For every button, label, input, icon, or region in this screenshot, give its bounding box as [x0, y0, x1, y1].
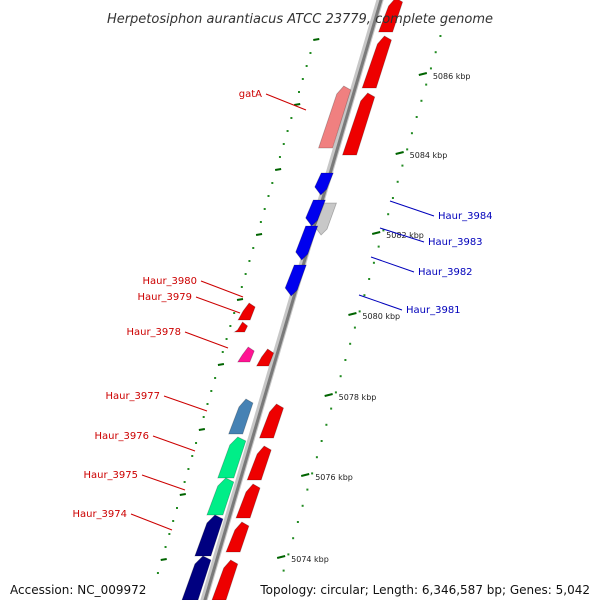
- tick-mark: [179, 493, 186, 496]
- gene-label[interactable]: Haur_3981: [406, 305, 461, 316]
- gene-arrow: [314, 172, 334, 196]
- gene-label[interactable]: gatA: [239, 89, 262, 100]
- label-leader-line: [130, 513, 173, 531]
- tick-mark: [255, 233, 263, 236]
- topology-summary-text: Topology: circular; Length: 6,346,587 bp…: [258, 583, 592, 597]
- major-tick-mark: [276, 555, 286, 559]
- gene-label[interactable]: Haur_3974: [72, 509, 127, 520]
- label-leader-line: [379, 227, 425, 243]
- tick-label: 5078 kbp: [339, 393, 377, 402]
- major-tick-mark: [348, 312, 357, 316]
- gene-arrow: [305, 199, 326, 227]
- gene-arrow: [378, 0, 404, 33]
- gene-arrow: [211, 559, 239, 600]
- gene-label[interactable]: Haur_3979: [137, 292, 192, 303]
- tick-label: 5074 kbp: [291, 555, 329, 564]
- gene-arrow: [228, 398, 254, 435]
- gene-features: [181, 0, 404, 600]
- major-tick-mark: [418, 72, 428, 76]
- label-leader-line: [358, 294, 403, 311]
- gene-arrow: [284, 264, 307, 297]
- gene-arrow: [258, 403, 284, 439]
- gene-arrow: [206, 477, 235, 516]
- gene-label[interactable]: Haur_3983: [428, 237, 483, 248]
- gene-arrow: [255, 348, 275, 367]
- tick-label: 5076 kbp: [315, 473, 353, 482]
- gene-arrow: [246, 445, 272, 481]
- gene-arrow: [235, 483, 261, 519]
- major-tick-mark: [371, 231, 381, 235]
- gene-label[interactable]: Haur_3978: [126, 327, 181, 338]
- tick-label: 5080 kbp: [362, 312, 400, 321]
- label-leader-line: [184, 331, 229, 349]
- gene-arrow: [237, 346, 255, 363]
- label-leader-line: [152, 435, 196, 452]
- tick-mark: [236, 298, 244, 301]
- tick-label: 5084 kbp: [410, 151, 448, 160]
- label-leader-line: [163, 395, 208, 412]
- gene-label[interactable]: Haur_3980: [142, 276, 197, 287]
- gene-arrow: [295, 225, 319, 261]
- gene-arrow: [181, 555, 212, 600]
- genome-backbone: [200, 0, 384, 600]
- major-tick-mark: [395, 151, 404, 155]
- label-leader-line: [370, 256, 415, 273]
- map-title: Herpetosiphon aurantiacus ATCC 23779, co…: [107, 12, 493, 27]
- major-tick-mark: [300, 473, 310, 477]
- gene-label[interactable]: Haur_3982: [418, 267, 473, 278]
- label-leader-line: [265, 93, 307, 111]
- gene-label[interactable]: Haur_3976: [94, 431, 149, 442]
- gene-labels: gatA Haur_3984 Haur_3983 Haur_3982 Haur_3981…: [72, 89, 493, 531]
- gene-arrow: [217, 436, 247, 479]
- tick-mark: [313, 38, 320, 41]
- tick-mark: [160, 558, 167, 561]
- tick-label: 5086 kbp: [433, 72, 471, 81]
- tick-mark: [198, 428, 206, 431]
- gene-arrow: [314, 202, 338, 236]
- gene-arrow: [225, 521, 250, 553]
- major-tick-mark: [324, 393, 333, 397]
- gene-arrow: [233, 321, 249, 333]
- gene-arrow: [341, 92, 376, 156]
- label-leader-line: [389, 200, 435, 217]
- tick-mark: [217, 363, 225, 366]
- label-leader-line: [141, 474, 186, 491]
- gene-label[interactable]: Haur_3977: [105, 391, 160, 402]
- gene-arrow: [237, 302, 256, 321]
- gene-arrow: [318, 85, 352, 149]
- gene-arrow: [361, 35, 392, 89]
- gene-arrow: [194, 514, 224, 557]
- label-leader-line: [200, 280, 244, 298]
- label-leader-line: [195, 296, 241, 314]
- gene-label[interactable]: Haur_3975: [83, 470, 138, 481]
- tick-mark: [294, 103, 301, 106]
- gene-label[interactable]: Haur_3984: [438, 211, 493, 222]
- accession-text: Accession: NC_009972: [8, 583, 149, 597]
- tick-mark: [274, 168, 282, 171]
